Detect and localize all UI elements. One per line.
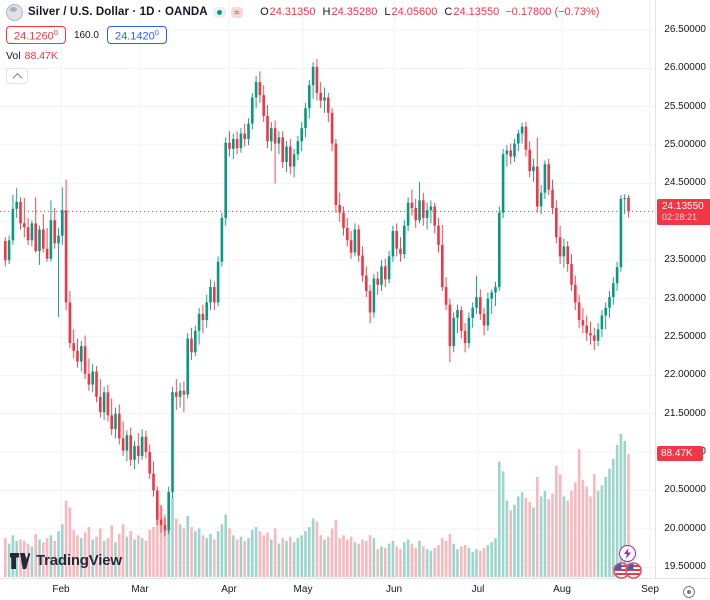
ohlc-readout: O 24.31350 H 24.35280 L 24.05600 C 24.13550 … (253, 6, 599, 18)
price-axis-tick: 26.50000 (664, 23, 706, 35)
spread-value: 160.0 (73, 29, 99, 41)
last-price-value: 24.13550 (662, 201, 704, 213)
ask-sup-digit: 0 (154, 27, 159, 37)
volume-readout: Vol 88.47K (6, 50, 599, 62)
high-value: 24.35280 (331, 6, 378, 18)
low-label: L (384, 6, 391, 18)
time-axis-label: Sep (641, 584, 659, 595)
sell-bid-button[interactable]: 24.12600 (6, 25, 66, 45)
event-lightning-icon[interactable] (619, 545, 636, 562)
watermark-text: TradingView (36, 552, 122, 569)
bid-sup-digit: 0 (53, 27, 58, 37)
price-axis[interactable]: 24.13550 02:28:21 88.47K 26.50000 26.0000… (655, 0, 710, 578)
close-label: C (444, 6, 453, 18)
high-label: H (322, 6, 331, 18)
price-axis-tick: 22.50000 (664, 330, 706, 342)
open-label: O (260, 6, 269, 18)
time-axis-label: Mar (131, 584, 149, 595)
silver-symbol-icon (6, 3, 23, 21)
us-flag-event-icon[interactable] (625, 562, 642, 579)
price-axis-tick: 26.00000 (664, 62, 706, 74)
time-axis-label: Aug (553, 584, 571, 595)
price-axis-tick: 20.00000 (664, 522, 706, 534)
price-chart[interactable] (0, 0, 655, 578)
chart-settings-icon[interactable] (683, 586, 695, 598)
time-axis-label: Apr (221, 584, 237, 595)
low-value: 24.05600 (391, 6, 438, 18)
price-axis-tick: 21.50000 (664, 407, 706, 419)
volume-value: 88.47K (24, 50, 58, 62)
ask-price: 24.1420 (114, 30, 155, 43)
price-axis-tick: 20.50000 (664, 484, 706, 496)
time-axis-label: May (293, 584, 313, 595)
open-value: 24.31350 (269, 6, 316, 18)
collapse-legend-button[interactable] (6, 68, 28, 84)
time-axis[interactable]: Feb Mar Apr May Jun Jul Aug Sep (0, 578, 710, 600)
price-axis-tick: 23.50000 (664, 254, 706, 266)
buy-ask-button[interactable]: 24.14200 (106, 25, 167, 45)
volume-axis-label: 88.47K (657, 446, 703, 461)
series-visibility-chip[interactable] (212, 6, 226, 18)
last-price-label: 24.13550 02:28:21 (657, 199, 710, 226)
symbol-title[interactable]: Silver / U.S. Dollar · 1D · OANDA (28, 6, 208, 18)
series-dot-icon (216, 9, 222, 15)
chevron-up-icon (12, 72, 22, 83)
tradingview-watermark: TradingView (10, 552, 122, 569)
change-value: −0.17800 (−0.73%) (505, 6, 600, 18)
price-axis-tick: 24.50000 (664, 177, 706, 189)
price-axis-tick: 22.00000 (664, 369, 706, 381)
bar-countdown: 02:28:21 (662, 212, 698, 223)
close-value: 24.13550 (453, 6, 500, 18)
time-axis-label: Jun (385, 584, 403, 595)
price-axis-tick: 19.50000 (664, 561, 706, 573)
indicator-chip[interactable]: ≈ (230, 6, 244, 18)
price-axis-tick: 23.00000 (664, 292, 706, 304)
price-axis-tick: 25.00000 (664, 139, 706, 151)
tradingview-logo-icon (10, 552, 30, 569)
volume-label: Vol (6, 50, 21, 62)
price-axis-tick: 25.50000 (664, 100, 706, 112)
chart-legend: Silver / U.S. Dollar · 1D · OANDA ≈ O 24.… (6, 3, 599, 84)
bid-price: 24.1260 (14, 30, 54, 43)
time-axis-label: Feb (52, 584, 70, 595)
time-axis-label: Jul (471, 584, 485, 595)
